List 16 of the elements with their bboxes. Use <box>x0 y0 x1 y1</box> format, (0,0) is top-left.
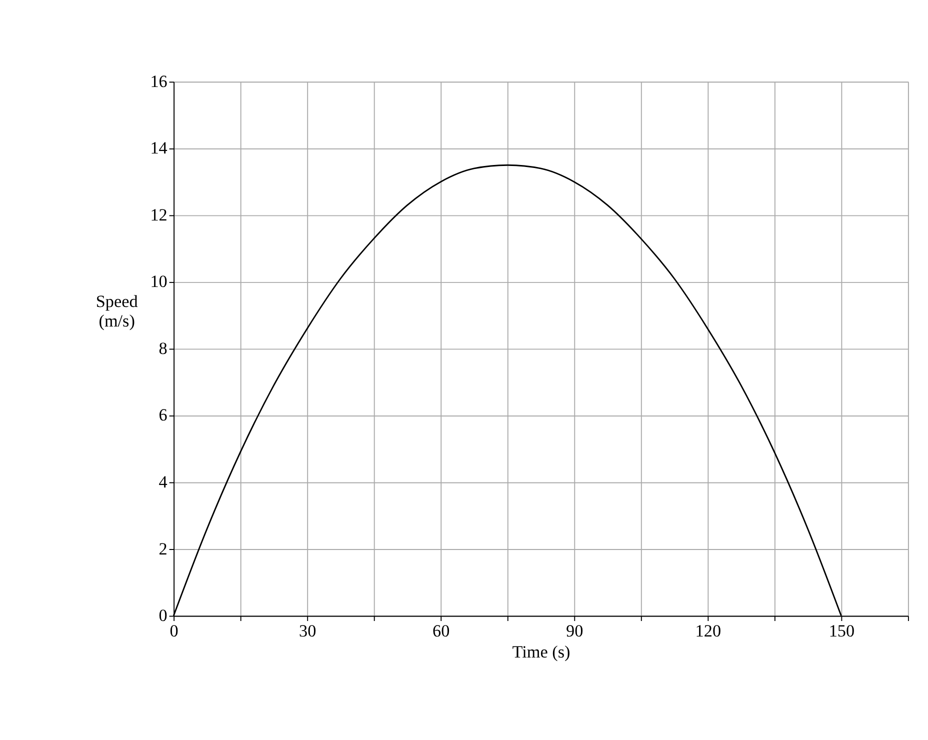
x-tick-label: 60 <box>432 621 450 640</box>
y-tick-label: 4 <box>158 472 168 492</box>
y-tick-label: 8 <box>158 338 168 358</box>
x-tick-label: 150 <box>828 621 855 640</box>
y-tick-label: 10 <box>150 272 168 292</box>
y-axis-title: Speed (m/s) <box>96 292 138 330</box>
x-tick-label: 30 <box>299 621 316 640</box>
y-tick-label: 0 <box>158 606 168 626</box>
y-tick-label: 16 <box>150 72 168 91</box>
y-tick-label: 12 <box>150 205 168 224</box>
y-tick-label: 14 <box>150 138 168 158</box>
y-tick-label: 6 <box>158 406 168 425</box>
y-tick-label: 2 <box>158 539 168 558</box>
x-axis-title: Time (s) <box>512 642 570 662</box>
x-tick-label: 90 <box>566 621 584 640</box>
x-tick-label: 120 <box>695 621 722 640</box>
